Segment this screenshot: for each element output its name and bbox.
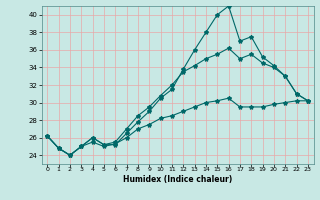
- X-axis label: Humidex (Indice chaleur): Humidex (Indice chaleur): [123, 175, 232, 184]
